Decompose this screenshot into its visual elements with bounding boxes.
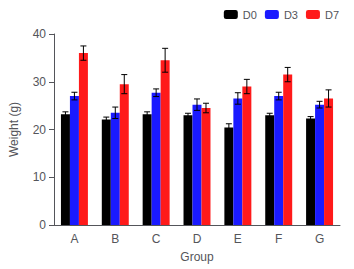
svg-text:40: 40: [33, 27, 47, 41]
svg-text:Weight (g): Weight (g): [7, 102, 21, 157]
svg-text:30: 30: [33, 75, 47, 89]
svg-text:D7: D7: [325, 9, 339, 21]
svg-text:10: 10: [33, 170, 47, 184]
svg-text:B: B: [111, 232, 119, 246]
svg-text:Group: Group: [180, 250, 214, 264]
svg-text:G: G: [315, 232, 324, 246]
svg-text:20: 20: [33, 123, 47, 137]
svg-text:D0: D0: [243, 9, 257, 21]
svg-text:F: F: [275, 232, 282, 246]
svg-text:E: E: [234, 232, 242, 246]
svg-text:0: 0: [39, 218, 46, 232]
svg-text:C: C: [152, 232, 161, 246]
svg-text:A: A: [70, 232, 78, 246]
svg-text:D: D: [193, 232, 202, 246]
svg-text:D3: D3: [284, 9, 298, 21]
